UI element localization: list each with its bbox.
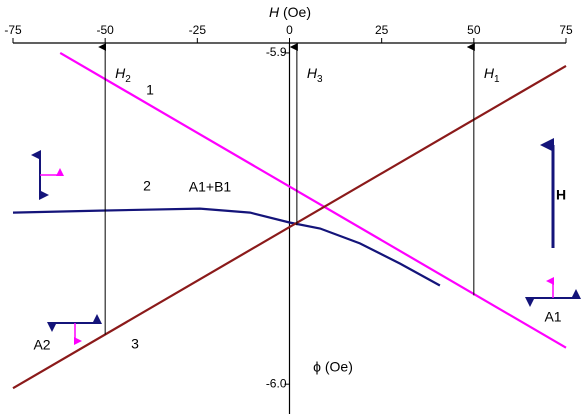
annotation: A1+B1: [189, 179, 232, 195]
marker-label-var: H: [115, 65, 126, 81]
series-label: 1: [146, 82, 154, 98]
x-tick-label: 75: [559, 23, 573, 37]
marker-label: H3: [307, 65, 323, 85]
x-label-unit: (Oe): [283, 4, 311, 20]
x-axis-label: H (Oe): [269, 4, 311, 20]
x-label-var: H: [269, 4, 280, 20]
marker-label-var: H: [307, 65, 318, 81]
marker-label-var: H: [484, 65, 495, 81]
icon-a2: [47, 314, 102, 345]
marker-label-sub: 3: [317, 74, 323, 85]
annotation: H: [556, 187, 566, 203]
marker-label: H1: [484, 65, 500, 85]
series-label: 3: [131, 336, 139, 352]
x-tick-label: 25: [375, 23, 389, 37]
x-tick-label: 50: [467, 23, 481, 37]
series-line: [12, 207, 441, 287]
x-tick-label: -25: [189, 23, 207, 37]
series-line: [59, 51, 567, 349]
x-tick-label: -75: [4, 23, 22, 37]
icon-left: [31, 150, 64, 200]
marker-label-sub: 2: [125, 74, 131, 85]
x-tick-label: -50: [96, 23, 114, 37]
annotation: A2: [33, 337, 50, 353]
x-tick-label: 0: [286, 23, 293, 37]
y-axis-label: ϕ (Oe): [313, 359, 353, 375]
y-tick-label: -6.0: [266, 376, 287, 390]
annotation: A1: [544, 309, 561, 325]
marker-label: H2: [115, 65, 131, 85]
y-tick-label: -5.9: [266, 45, 287, 59]
icon-a1: [525, 277, 581, 307]
marker-label-sub: 1: [494, 74, 500, 85]
series-label: 2: [143, 178, 151, 194]
